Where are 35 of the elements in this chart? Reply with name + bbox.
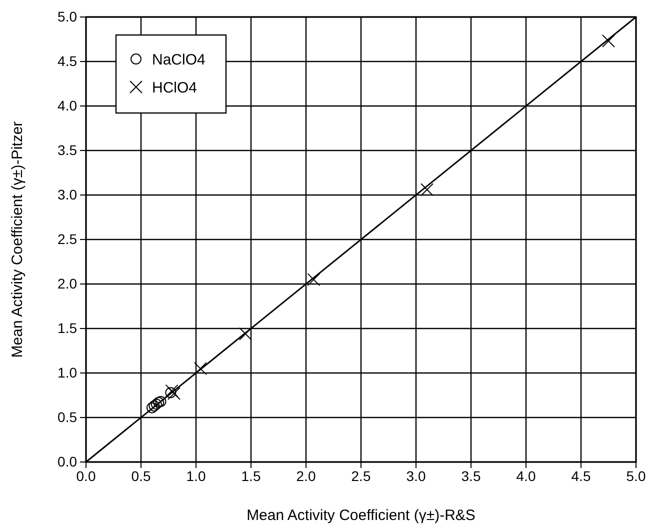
x-tick-label: 1.5 [241, 468, 261, 484]
point [165, 384, 178, 398]
x-tick-label: 4.0 [516, 468, 536, 484]
point [420, 183, 434, 196]
x-tick-label: 1.0 [186, 468, 206, 484]
y-tick-label: 4.0 [58, 97, 78, 114]
y-tick-label: 2.5 [58, 230, 78, 247]
y-axis-title: Mean Activity Coefficient (γ±)-Pitzer [9, 121, 26, 358]
y-tick-label: 5.0 [58, 8, 78, 24]
x-tick-label: 3.0 [406, 468, 426, 484]
legend-label: NaClO4 [152, 51, 206, 68]
y-tick-label: 3.5 [58, 142, 78, 158]
x-tick-label: 2.5 [351, 468, 371, 484]
y-tick-label: 4.5 [58, 52, 78, 69]
point [194, 362, 207, 376]
x-tick-label: 3.5 [461, 468, 481, 484]
x-tick-label: 4.5 [571, 468, 591, 484]
point [307, 273, 320, 286]
x-tick-label: 2.0 [296, 468, 316, 484]
y-tick-label: 1.0 [58, 364, 78, 380]
legend-label: HClO4 [152, 79, 198, 96]
y-tick-label: 1.5 [58, 320, 78, 336]
point [165, 387, 176, 398]
point [239, 327, 252, 340]
point [146, 402, 158, 414]
point [168, 386, 180, 400]
y-tick-label: 3.0 [58, 186, 78, 202]
y-tick-label: 2.0 [58, 275, 78, 292]
point [602, 34, 615, 48]
x-axis-title: Mean Activity Coefficient (γ±)-R&S [246, 507, 476, 524]
x-tick-label: 0.0 [76, 468, 96, 484]
y-tick-label: 0.0 [58, 453, 78, 470]
x-tick-label: 0.5 [131, 468, 151, 484]
y-tick-label: 0.5 [58, 408, 78, 425]
x-tick-label: 5.0 [626, 468, 646, 484]
